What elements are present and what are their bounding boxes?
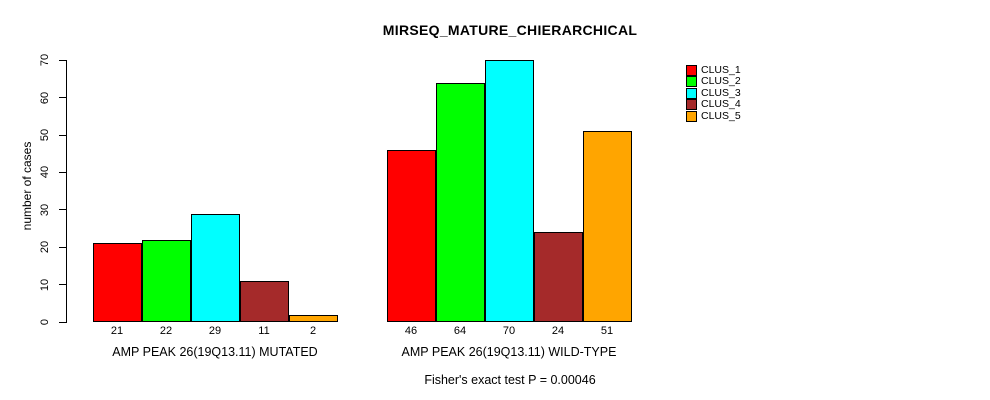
chart-title: MIRSEQ_MATURE_CHIERARCHICAL [382,22,638,38]
y-tick-label: 60 [39,91,51,104]
legend-swatch-clus_4 [686,99,697,111]
y-tick-label: 70 [39,54,51,67]
bar-clus_3-group1 [190,213,240,322]
y-tick-label: 20 [39,241,51,254]
legend-swatch-clus_5 [686,110,697,122]
legend-label-clus_5: CLUS_5 [701,109,741,122]
bar-clus_1-group2 [386,149,436,322]
legend-label-clus_2: CLUS_2 [701,75,741,88]
y-tick-label: 50 [39,128,51,142]
y-tick-mark [59,246,66,248]
bar-value-label: 2 [309,325,317,337]
y-tick-label: 30 [39,203,51,216]
bar-clus_2-group1 [141,239,191,322]
bar-value-label: 70 [502,325,516,337]
legend-label-clus_3: CLUS_3 [701,86,741,99]
y-tick-label: 0 [39,318,51,326]
legend-swatch-clus_1 [686,65,697,76]
bar-value-label: 46 [404,325,418,337]
bar-clus_5-group1 [288,314,338,322]
y-tick-mark [59,284,66,286]
y-tick-mark [59,59,66,61]
y-axis-label: number of cases [20,141,34,231]
group-label-wild-type: AMP PEAK 26(19Q13.11) WILD-TYPE [401,345,617,359]
bar-clus_4-group1 [239,280,289,322]
legend-swatch-clus_2 [686,76,697,88]
y-tick-mark [59,171,66,173]
legend-label-clus_1: CLUS_1 [701,64,741,76]
legend-label-clus_4: CLUS_4 [701,98,741,111]
y-tick-mark [59,134,66,136]
bar-value-label: 11 [258,325,270,337]
legend-swatch-clus_3 [686,87,697,99]
bar-value-label: 51 [600,325,614,337]
y-tick-label: 40 [39,166,51,179]
bar-value-label: 29 [208,325,222,337]
bar-value-label: 22 [159,325,173,337]
group-label-mutated: AMP PEAK 26(19Q13.11) MUTATED [112,345,318,359]
bar-value-label: 21 [110,325,124,337]
bar-value-label: 64 [453,325,467,337]
y-tick-label: 10 [39,278,51,291]
bar-value-label: 24 [551,325,565,337]
y-tick-mark [59,209,66,211]
y-tick-mark [59,321,66,323]
y-tick-mark [59,97,66,99]
fisher-test-subtitle: Fisher's exact test P = 0.00046 [424,373,596,387]
bar-clus_3-group2 [484,60,534,322]
bar-clus_4-group2 [533,232,583,322]
bar-clus_5-group2 [582,131,632,322]
y-axis-line [66,60,67,323]
bar-clus_2-group2 [435,82,485,322]
bar-clus_1-group1 [92,243,142,322]
